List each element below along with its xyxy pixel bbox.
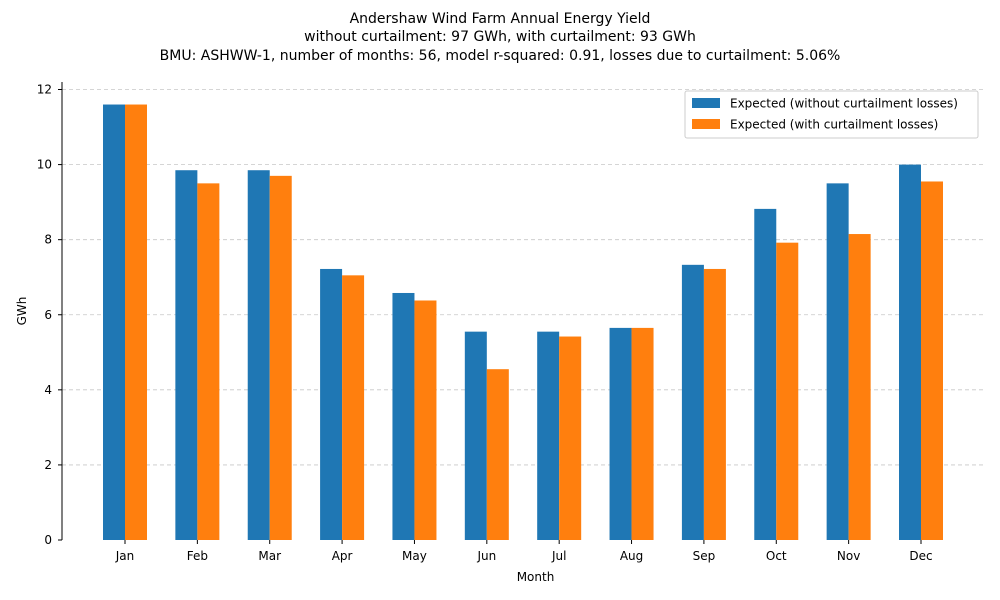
y-axis-label: GWh: [15, 297, 29, 326]
bar-without-curtailment-nov: [826, 183, 849, 540]
y-tick-label: 0: [44, 533, 52, 547]
bar-with-curtailment-sep: [703, 268, 726, 540]
bar-with-curtailment-nov: [848, 234, 871, 540]
x-ticks: Jan Feb Mar Apr May Jun Jul Aug Sep Oct Nov Dec: [115, 540, 933, 563]
bar-with-curtailment-dec: [921, 181, 943, 540]
bar-with-curtailment-jan: [125, 104, 147, 540]
y-ticks: 0 2 4 6 8 10 12: [37, 83, 62, 547]
bar-without-curtailment-mar: [247, 170, 270, 540]
x-tick-label: Feb: [187, 549, 208, 563]
bar-with-curtailment-oct: [776, 242, 799, 540]
bar-without-curtailment-dec: [899, 164, 921, 541]
x-axis-label: Month: [517, 570, 555, 584]
bar-without-curtailment-feb: [175, 170, 198, 540]
bar-without-curtailment-jan: [103, 104, 125, 540]
x-tick-label: Jan: [115, 549, 135, 563]
bar-without-curtailment-aug: [609, 327, 632, 540]
chart-title-line-1: Andershaw Wind Farm Annual Energy Yield: [350, 11, 651, 27]
bar-without-curtailment-sep: [681, 264, 704, 540]
bar-with-curtailment-apr: [342, 275, 365, 540]
y-tick-label: 6: [44, 308, 52, 322]
y-tick-label: 12: [37, 83, 52, 97]
bar-with-curtailment-feb: [197, 183, 220, 540]
bar-with-curtailment-jun: [486, 369, 509, 540]
bar-without-curtailment-jul: [537, 331, 560, 540]
x-tick-label: Dec: [909, 549, 932, 563]
chart-title-line-3: BMU: ASHWW-1, number of months: 56, mode…: [160, 48, 841, 64]
legend-box: [684, 90, 979, 139]
bar-without-curtailment-may: [392, 292, 415, 540]
bar-without-curtailment-jun: [464, 331, 487, 540]
bar-with-curtailment-mar: [269, 175, 292, 540]
legend[interactable]: Expected (without curtailment losses) Exp…: [684, 90, 979, 139]
chart-title: Andershaw Wind Farm Annual Energy Yield …: [160, 11, 841, 64]
x-tick-label: Jul: [551, 549, 566, 563]
chart-title-line-2: without curtailment: 97 GWh, with curtai…: [304, 29, 696, 45]
x-tick-label: Jun: [476, 549, 496, 563]
bar-with-curtailment-aug: [631, 327, 654, 540]
y-tick-label: 10: [37, 158, 52, 172]
bar-without-curtailment-apr: [320, 268, 343, 540]
y-tick-label: 2: [44, 458, 52, 472]
y-tick-label: 4: [44, 383, 52, 397]
bar-with-curtailment-may: [414, 300, 437, 540]
x-tick-label: Nov: [837, 549, 860, 563]
legend-label: Expected (with curtailment losses): [730, 118, 938, 132]
x-tick-label: Oct: [766, 549, 787, 563]
y-tick-label: 8: [44, 233, 52, 247]
x-tick-label: Sep: [693, 549, 716, 563]
legend-swatch: [692, 98, 720, 108]
bar-without-curtailment-oct: [754, 208, 777, 540]
x-tick-label: May: [402, 549, 427, 563]
legend-swatch: [692, 119, 720, 129]
bars: [103, 104, 943, 541]
x-tick-label: Apr: [332, 549, 353, 563]
legend-label: Expected (without curtailment losses): [730, 97, 958, 111]
x-tick-label: Aug: [620, 549, 643, 563]
bar-with-curtailment-jul: [559, 336, 582, 540]
x-tick-label: Mar: [258, 549, 281, 563]
